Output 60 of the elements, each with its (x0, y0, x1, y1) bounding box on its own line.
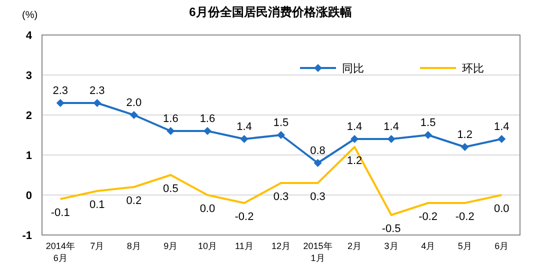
x-tick-label: 6月 (494, 241, 509, 251)
data-label: 0.3 (273, 191, 289, 203)
point (166, 127, 175, 135)
data-label: 0.1 (90, 199, 105, 211)
x-tick-label: 9月 (164, 241, 178, 251)
data-label: -0.1 (50, 207, 70, 219)
x-tick-label: 2月 (348, 241, 362, 251)
point (56, 99, 64, 107)
x-tick-label: 8月 (126, 241, 141, 251)
data-label: 2.0 (126, 97, 142, 109)
point (130, 111, 138, 119)
data-label: 0.0 (200, 203, 216, 215)
y-tick-label: 0 (26, 190, 32, 202)
legend-label: 同比 (342, 62, 364, 75)
x-tick-label: 11月 (235, 241, 254, 251)
data-label: 1.5 (273, 117, 289, 129)
point (93, 99, 102, 107)
data-label: -0.2 (234, 211, 254, 223)
y-axis-title: (%) (22, 10, 38, 21)
x-tick-label: 5月 (458, 241, 472, 251)
data-label: 0.5 (163, 183, 178, 195)
point (277, 131, 285, 139)
data-label: 1.4 (236, 121, 252, 133)
data-label: 0.8 (310, 145, 326, 157)
data-label: -0.5 (382, 223, 401, 235)
point (240, 135, 248, 143)
x-tick-label: 2015年 1月 (303, 241, 332, 263)
data-label: 2.3 (90, 85, 105, 97)
point (387, 135, 396, 143)
x-tick-label: 4月 (421, 241, 436, 251)
y-tick-label: 2 (26, 110, 32, 122)
x-tick-label: 3月 (384, 241, 398, 251)
data-label: -0.2 (455, 211, 474, 223)
data-label: 0.2 (126, 195, 142, 207)
point (314, 159, 322, 167)
y-tick-label: 3 (26, 70, 32, 82)
legend-label: 环比 (462, 62, 484, 75)
point (460, 143, 469, 151)
x-tick-label: 10月 (198, 241, 217, 251)
y-tick-label: -1 (22, 230, 32, 242)
point (498, 135, 506, 143)
y-tick-label: 4 (26, 30, 33, 42)
data-label: 1.4 (494, 121, 510, 133)
chart-title: 6月份全国居民消费价格涨跌幅 (189, 5, 352, 19)
data-label: 1.2 (346, 155, 362, 167)
x-tick-label: 2014年 6月 (46, 241, 75, 263)
data-label: 1.2 (457, 129, 472, 141)
x-tick-label: 12月 (271, 241, 291, 251)
data-label: -0.2 (418, 211, 438, 223)
data-label: 1.6 (200, 113, 216, 125)
y-tick-label: 1 (26, 150, 32, 162)
data-label: 1.6 (163, 113, 178, 125)
data-label: 2.3 (52, 85, 68, 97)
data-label: 0.0 (494, 203, 510, 215)
data-label: 1.4 (346, 121, 362, 133)
data-label: 0.3 (310, 191, 326, 203)
point (424, 131, 432, 139)
data-label: 1.5 (420, 117, 436, 129)
x-tick-label: 7月 (90, 241, 104, 251)
data-label: 1.4 (384, 121, 399, 133)
